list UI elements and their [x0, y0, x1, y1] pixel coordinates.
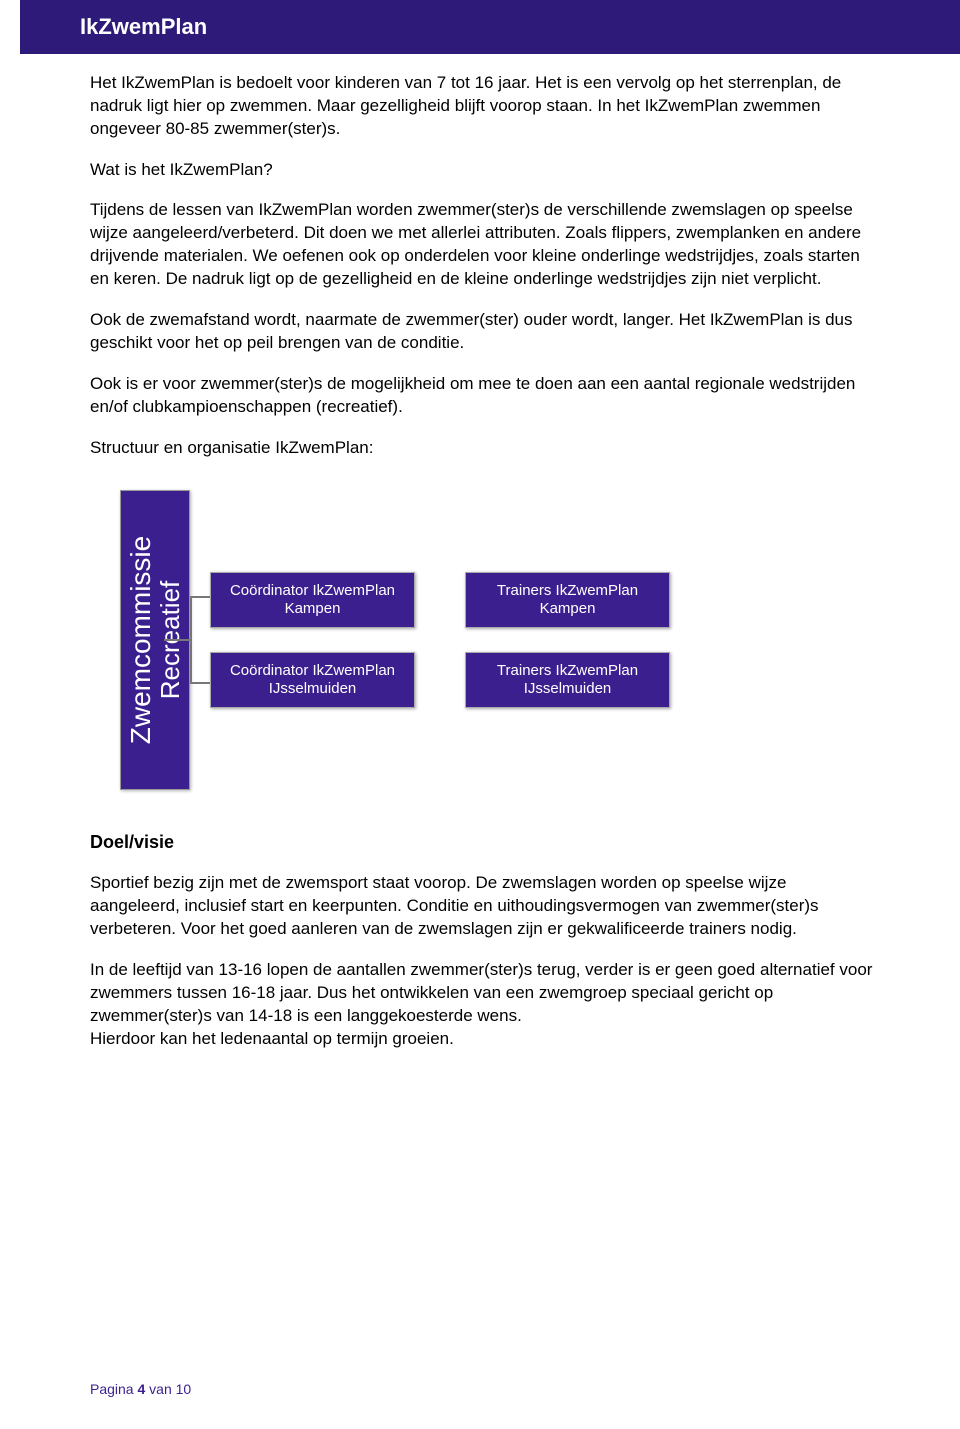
footer-page-total: 10: [176, 1381, 192, 1397]
page-content: Het IkZwemPlan is bedoelt voor kinderen …: [0, 54, 960, 1051]
page-title: IkZwemPlan: [80, 14, 207, 39]
org-box-line1: Trainers IkZwemPlan: [497, 662, 638, 680]
org-row-ijsselmuiden: Coördinator IkZwemPlan IJsselmuiden Trai…: [210, 652, 670, 708]
document-page: IkZwemPlan Het IkZwemPlan is bedoelt voo…: [0, 0, 960, 1429]
intro-paragraph-3: Tijdens de lessen van IkZwemPlan worden …: [90, 199, 880, 291]
intro-paragraph-5: Ook is er voor zwemmer(ster)s de mogelij…: [90, 373, 880, 419]
org-box-train-kampen: Trainers IkZwemPlan Kampen: [465, 572, 670, 628]
doel-heading: Doel/visie: [90, 830, 880, 854]
intro-paragraph-6: Structuur en organisatie IkZwemPlan:: [90, 437, 880, 460]
doel-paragraph-2: In de leeftijd van 13-16 lopen de aantal…: [90, 959, 880, 1028]
org-box-coord-kampen: Coördinator IkZwemPlan Kampen: [210, 572, 415, 628]
org-box-line2: IJsselmuiden: [269, 680, 357, 698]
org-box-line1: Trainers IkZwemPlan: [497, 582, 638, 600]
org-box-train-ijsselmuiden: Trainers IkZwemPlan IJsselmuiden: [465, 652, 670, 708]
org-chart: Zwemcommissie Recreatief Coördinator IkZ…: [120, 490, 880, 790]
org-columns: Coördinator IkZwemPlan Kampen Trainers I…: [210, 572, 670, 708]
org-row-kampen: Coördinator IkZwemPlan Kampen Trainers I…: [210, 572, 670, 628]
org-root-line1: Zwemcommissie: [125, 536, 156, 744]
footer-prefix: Pagina: [90, 1381, 137, 1397]
intro-paragraph-1: Het IkZwemPlan is bedoelt voor kinderen …: [90, 72, 880, 141]
page-header-bar: IkZwemPlan: [20, 0, 960, 54]
intro-paragraph-2: Wat is het IkZwemPlan?: [90, 159, 880, 182]
footer-middle: van: [145, 1381, 175, 1397]
org-box-line2: Kampen: [540, 600, 596, 618]
org-box-coord-ijsselmuiden: Coördinator IkZwemPlan IJsselmuiden: [210, 652, 415, 708]
doel-paragraph-3: Hierdoor kan het ledenaantal op termijn …: [90, 1028, 880, 1051]
org-box-line1: Coördinator IkZwemPlan: [230, 582, 395, 600]
org-tree: Coördinator IkZwemPlan Kampen Trainers I…: [190, 490, 670, 790]
org-connector-vertical: [190, 570, 210, 710]
org-box-line2: IJsselmuiden: [524, 680, 612, 698]
intro-paragraph-4: Ook de zwemafstand wordt, naarmate de zw…: [90, 309, 880, 355]
doel-paragraph-1: Sportief bezig zijn met de zwemsport sta…: [90, 872, 880, 941]
page-footer: Pagina 4 van 10: [90, 1380, 191, 1399]
org-box-line2: Kampen: [285, 600, 341, 618]
org-box-line1: Coördinator IkZwemPlan: [230, 662, 395, 680]
